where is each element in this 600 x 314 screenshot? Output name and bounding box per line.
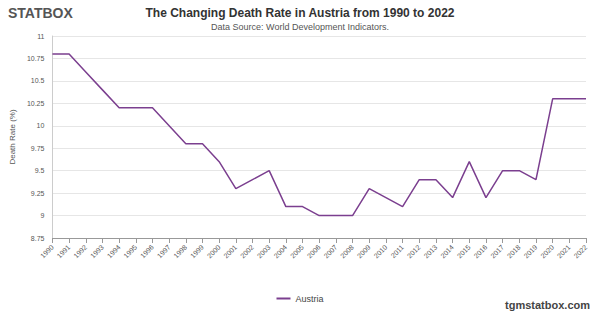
svg-text:1999: 1999: [189, 243, 205, 259]
svg-text:9: 9: [41, 212, 45, 219]
svg-text:1993: 1993: [89, 243, 105, 259]
svg-text:2021: 2021: [556, 243, 572, 259]
svg-text:9.5: 9.5: [35, 167, 45, 174]
svg-text:1990: 1990: [39, 243, 55, 259]
svg-text:2010: 2010: [372, 243, 388, 259]
svg-text:2002: 2002: [239, 243, 255, 259]
svg-text:10.25: 10.25: [27, 100, 45, 107]
svg-text:9.25: 9.25: [31, 190, 45, 197]
svg-text:10.5: 10.5: [31, 77, 45, 84]
svg-text:2006: 2006: [306, 243, 322, 259]
svg-text:2019: 2019: [523, 243, 539, 259]
svg-text:2018: 2018: [506, 243, 522, 259]
svg-text:2008: 2008: [339, 243, 355, 259]
svg-text:2022: 2022: [573, 243, 589, 259]
svg-text:2016: 2016: [472, 243, 488, 259]
svg-text:Austria: Austria: [295, 294, 323, 304]
svg-text:2017: 2017: [489, 243, 505, 259]
svg-text:2005: 2005: [289, 243, 305, 259]
svg-text:2000: 2000: [206, 243, 222, 259]
svg-text:1997: 1997: [156, 243, 172, 259]
svg-text:1992: 1992: [72, 243, 88, 259]
svg-text:2003: 2003: [256, 243, 272, 259]
svg-text:Death Rate (%): Death Rate (%): [8, 109, 17, 164]
svg-text:2009: 2009: [356, 243, 372, 259]
svg-text:tgmstatbox.com: tgmstatbox.com: [505, 299, 590, 311]
svg-text:2011: 2011: [389, 243, 405, 259]
svg-text:8.75: 8.75: [31, 235, 45, 242]
svg-text:1994: 1994: [106, 243, 122, 259]
svg-text:10.75: 10.75: [27, 55, 45, 62]
svg-text:1995: 1995: [122, 243, 138, 259]
svg-text:STATBOX: STATBOX: [8, 5, 73, 21]
svg-text:Data Source: World Development: Data Source: World Development Indicator…: [211, 22, 389, 32]
svg-text:2015: 2015: [456, 243, 472, 259]
svg-text:2004: 2004: [272, 243, 288, 259]
svg-text:1996: 1996: [139, 243, 155, 259]
svg-text:The Changing Death Rate in Aus: The Changing Death Rate in Austria from …: [146, 6, 455, 20]
svg-text:2020: 2020: [539, 243, 555, 259]
svg-text:1991: 1991: [56, 243, 72, 259]
svg-text:10: 10: [37, 122, 45, 129]
svg-text:2013: 2013: [422, 243, 438, 259]
svg-text:1998: 1998: [172, 243, 188, 259]
svg-text:11: 11: [37, 33, 44, 40]
svg-text:2007: 2007: [322, 243, 338, 259]
svg-text:2014: 2014: [439, 243, 455, 259]
svg-text:2001: 2001: [222, 243, 238, 259]
svg-text:2012: 2012: [406, 243, 422, 259]
svg-text:9.75: 9.75: [31, 145, 45, 152]
